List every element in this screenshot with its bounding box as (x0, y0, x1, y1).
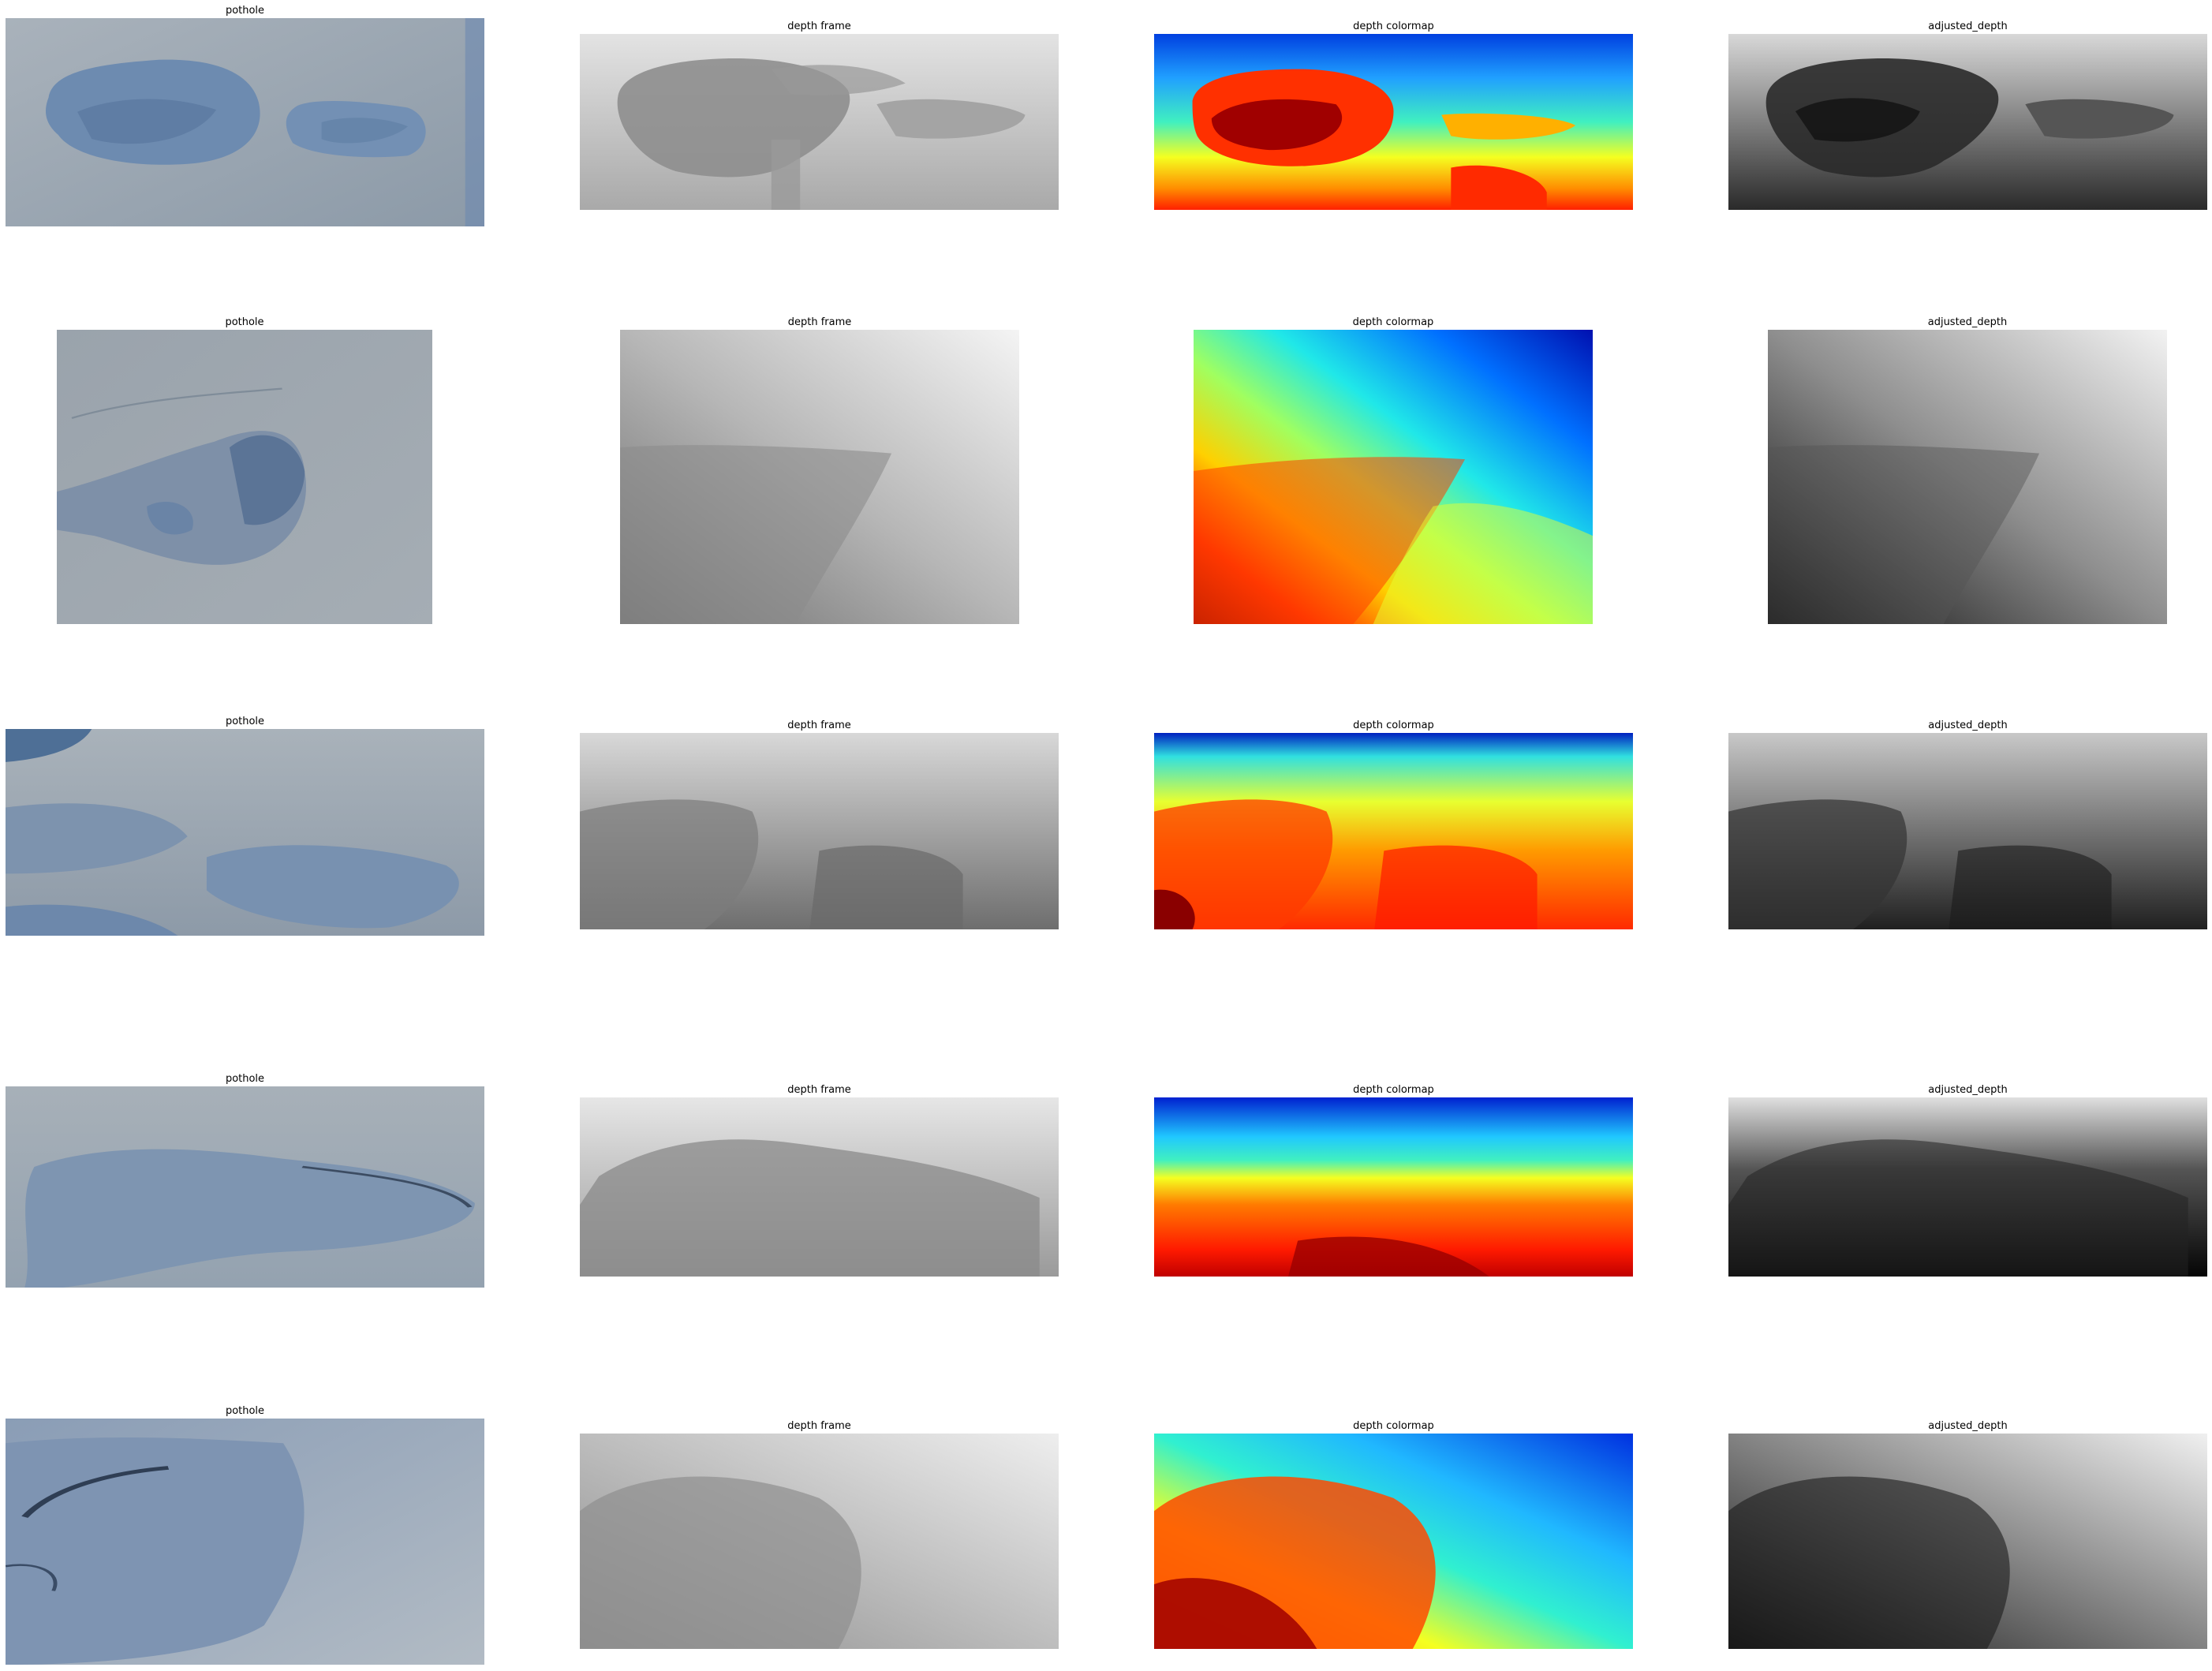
row5-pothole-panel: pothole (6, 1405, 484, 1665)
panel-title: depth frame (787, 720, 851, 731)
row4-depth-colormap-panel: depth colormap (1154, 1084, 1633, 1277)
depth-colormap-image (1154, 34, 1633, 210)
depth-frame-image (620, 330, 1019, 624)
row3-adjusted-depth-panel: adjusted_depth (1728, 720, 2207, 929)
depth-colormap-image (1154, 1434, 1633, 1649)
adjusted-depth-image (1728, 1434, 2207, 1649)
row2-depth-frame-panel: depth frame (620, 316, 1019, 624)
panel-title: adjusted_depth (1928, 21, 2008, 32)
pothole-photo (6, 18, 484, 226)
depth-colormap-image (1154, 1097, 1633, 1277)
pothole-photo (6, 729, 484, 936)
panel-title: depth colormap (1353, 720, 1434, 731)
pothole-photo (57, 330, 432, 624)
row4-pothole-panel: pothole (6, 1073, 484, 1288)
depth-frame-image (580, 733, 1059, 929)
panel-title: pothole (225, 5, 265, 17)
row2-adjusted-depth-panel: adjusted_depth (1768, 316, 2167, 624)
row3-pothole-panel: pothole (6, 716, 484, 936)
pothole-photo (6, 1086, 484, 1288)
panel-title: pothole (225, 1073, 265, 1085)
panel-title: pothole (225, 716, 265, 727)
row3-depth-frame-panel: depth frame (580, 720, 1059, 929)
panel-title: depth frame (787, 1420, 851, 1432)
panel-title: depth colormap (1353, 1084, 1434, 1096)
panel-title: adjusted_depth (1927, 316, 2008, 328)
row2-pothole-panel: pothole (57, 316, 432, 624)
row3-depth-colormap-panel: depth colormap (1154, 720, 1633, 929)
row4-adjusted-depth-panel: adjusted_depth (1728, 1084, 2207, 1277)
panel-title: depth frame (787, 316, 852, 328)
depth-frame-image (580, 1097, 1059, 1277)
panel-title: depth colormap (1353, 21, 1434, 32)
panel-title: depth colormap (1353, 1420, 1434, 1432)
panel-title: adjusted_depth (1928, 1084, 2008, 1096)
row2-depth-colormap-panel: depth colormap (1194, 316, 1593, 624)
panel-title: depth frame (787, 21, 851, 32)
row1-depth-colormap-panel: depth colormap (1154, 21, 1633, 210)
panel-title: depth colormap (1352, 316, 1434, 328)
row1-depth-frame-panel: depth frame (580, 21, 1059, 210)
depth-frame-image (580, 34, 1059, 210)
panel-title: pothole (225, 316, 264, 328)
row5-depth-colormap-panel: depth colormap (1154, 1420, 1633, 1649)
row5-depth-frame-panel: depth frame (580, 1420, 1059, 1649)
row5-adjusted-depth-panel: adjusted_depth (1728, 1420, 2207, 1649)
adjusted-depth-image (1768, 330, 2167, 624)
panel-title: adjusted_depth (1928, 1420, 2008, 1432)
depth-colormap-image (1194, 330, 1593, 624)
depth-colormap-image (1154, 733, 1633, 929)
adjusted-depth-image (1728, 1097, 2207, 1277)
row1-adjusted-depth-panel: adjusted_depth (1728, 21, 2207, 210)
panel-title: pothole (225, 1405, 265, 1417)
panel-title: depth frame (787, 1084, 851, 1096)
adjusted-depth-image (1728, 733, 2207, 929)
row1-pothole-panel: pothole (6, 5, 484, 226)
depth-frame-image (580, 1434, 1059, 1649)
pothole-photo (6, 1419, 484, 1665)
panel-title: adjusted_depth (1928, 720, 2008, 731)
adjusted-depth-image (1728, 34, 2207, 210)
row4-depth-frame-panel: depth frame (580, 1084, 1059, 1277)
